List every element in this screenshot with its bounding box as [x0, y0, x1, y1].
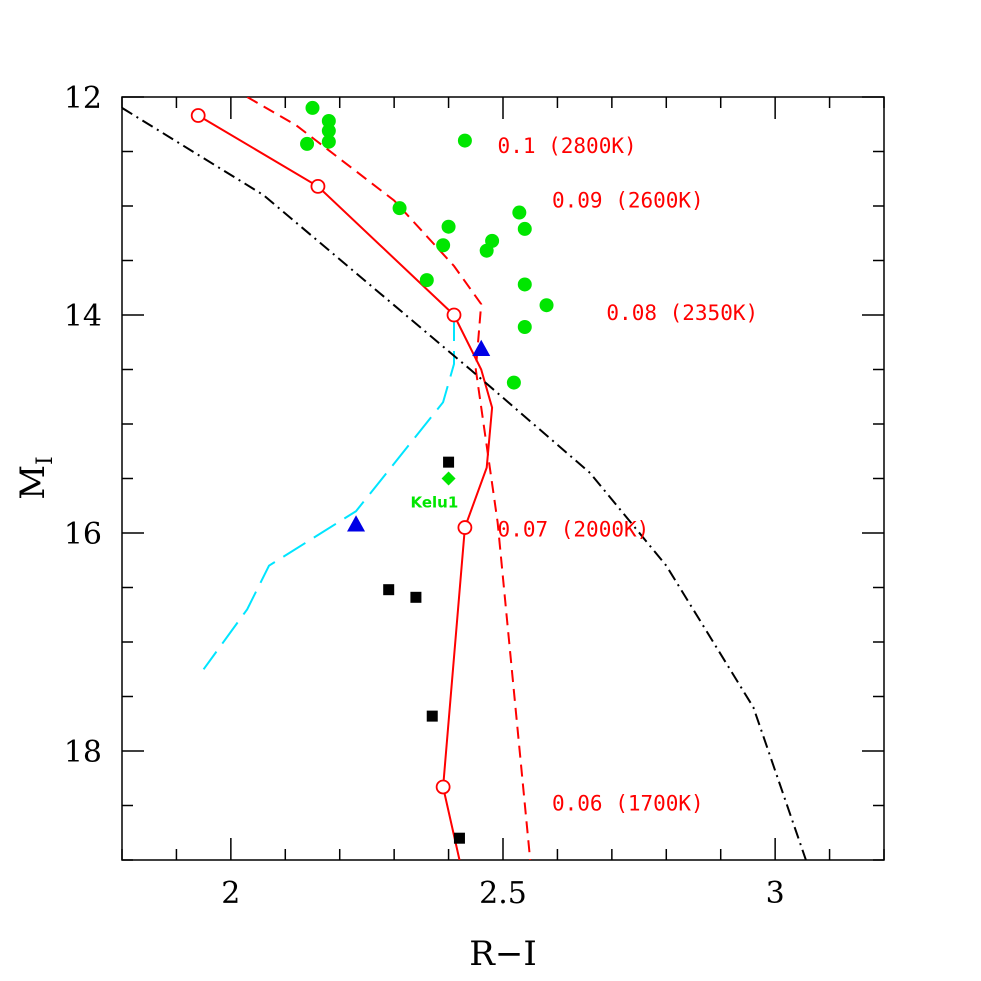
- tick-labels: 2 2.5 3 12 14 16 18: [64, 81, 785, 911]
- axis-ticks: [121, 96, 885, 861]
- model-tracks: [122, 97, 807, 860]
- filled-circle-marker: [321, 134, 336, 149]
- open-circle-marker: [446, 307, 462, 323]
- filled-square-marker: [453, 832, 465, 844]
- filled-diamond-marker: [441, 471, 456, 486]
- filled-triangle-marker: [472, 339, 491, 356]
- filled-circle-marker: [321, 123, 336, 138]
- filled-circle-marker: [305, 100, 320, 115]
- track-line-solid: [197, 114, 494, 860]
- filled-circle-marker: [321, 113, 336, 128]
- mass-annotations: 0.1 (2800K) 0.09 (2600K) 0.08 (2350K) 0.07 …: [410, 134, 758, 815]
- filled-square-marker: [443, 456, 455, 468]
- open-circle-marker: [435, 779, 451, 795]
- mass-label: 0.09 (2600K): [552, 189, 704, 213]
- y-tick-label: 12: [64, 81, 102, 116]
- x-tick-label: 2.5: [479, 876, 527, 911]
- point-label: Kelu1: [410, 493, 458, 511]
- mass-label: 0.1 (2800K): [498, 134, 637, 158]
- data-points: [190, 100, 554, 844]
- filled-circle-marker: [441, 219, 456, 234]
- plot-frame: [121, 96, 885, 861]
- y-tick-label: 16: [64, 517, 102, 552]
- y-axis-title-sub: I: [33, 456, 58, 465]
- filled-circle-marker: [517, 277, 532, 292]
- filled-circle-marker: [539, 298, 554, 313]
- y-axis-title-main: M: [13, 465, 53, 500]
- y-axis-title: MI: [13, 456, 58, 500]
- open-circle-marker: [457, 520, 473, 535]
- x-tick-label: 2: [221, 876, 240, 911]
- filled-circle-marker: [392, 201, 407, 216]
- filled-square-marker: [410, 591, 422, 603]
- svg-text:MI: MI: [13, 456, 58, 500]
- filled-circle-marker: [517, 319, 532, 334]
- filled-circle-marker: [517, 221, 532, 236]
- y-tick-label: 14: [64, 299, 102, 334]
- filled-circle-marker: [436, 238, 451, 253]
- track-line-dashed: [246, 97, 532, 860]
- filled-triangle-marker: [347, 515, 366, 532]
- y-tick-label: 18: [64, 735, 102, 770]
- filled-circle-marker: [300, 136, 315, 151]
- mass-label: 0.08 (2350K): [606, 301, 758, 325]
- filled-circle-marker: [419, 273, 434, 288]
- filled-square-marker: [426, 710, 438, 722]
- x-axis-title: R−I: [469, 934, 537, 974]
- filled-circle-marker: [457, 133, 472, 148]
- track-line-longdash: [202, 315, 455, 670]
- filled-square-marker: [383, 584, 395, 596]
- open-circle-marker: [310, 178, 326, 194]
- filled-circle-marker: [506, 375, 521, 390]
- track-line-dashdot: [122, 107, 807, 860]
- x-tick-label: 3: [766, 876, 785, 911]
- filled-circle-marker: [512, 205, 527, 220]
- filled-circle-marker: [479, 243, 494, 258]
- mass-label: 0.06 (1700K): [552, 791, 704, 815]
- open-circle-marker: [190, 108, 206, 123]
- mass-label: 0.07 (2000K): [498, 518, 650, 542]
